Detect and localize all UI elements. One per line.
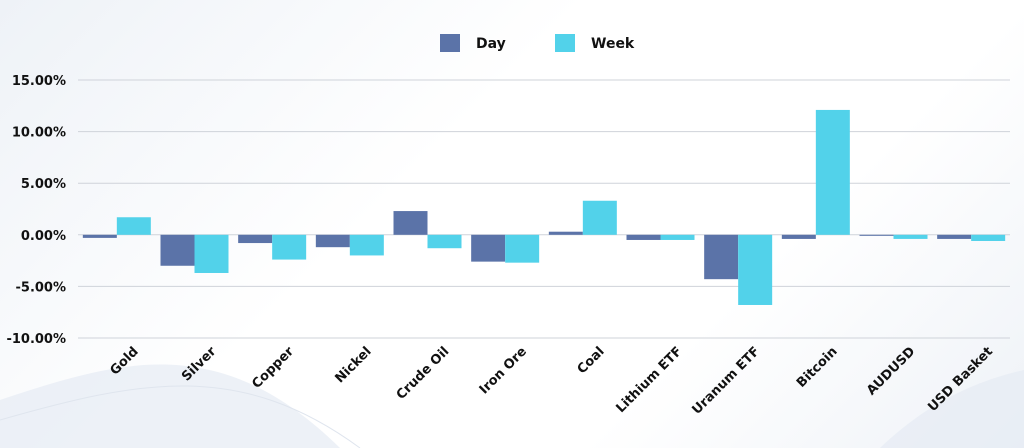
bar-week-uranum-etf [738,234,773,305]
bar-day-uranum-etf [704,234,739,280]
bar-day-nickel [315,234,350,248]
category-label: Uranum ETF [689,344,763,418]
bar-day-silver [160,234,195,266]
legend-label-week: Week [591,36,635,52]
legend: Day Week [440,34,635,52]
bar-day-gold [82,234,117,238]
bar-week-usd-basket [971,234,1006,241]
category-label: AUDUSD [864,344,918,398]
background-swoosh [0,364,1024,448]
y-tick-label: 15.00% [12,74,66,89]
category-label: Iron Ore [477,344,530,397]
category-label: Copper [249,344,297,392]
bar-week-coal [582,200,617,235]
bar-week-gold [116,217,151,235]
y-tick-label: 10.00% [12,126,66,141]
bar-week-audusd [893,234,928,239]
bar-week-iron-ore [505,234,540,263]
y-tick-label: -10.00% [6,332,66,347]
y-axis-ticks: 15.00% 10.00% 5.00% 0.00% -5.00% -10.00% [6,74,66,347]
category-label: Coal [575,344,608,377]
bar-day-copper [238,234,273,244]
bar-week-nickel [349,234,384,256]
legend-swatch-day [440,34,460,52]
category-label: Lithium ETF [613,344,685,416]
bar-week-copper [272,234,307,260]
y-tick-label: 0.00% [21,229,66,244]
bar-day-crude-oil [393,211,428,235]
bar-day-audusd [859,234,894,236]
bar-week-lithium-etf [660,234,695,240]
bar-day-bitcoin [781,234,816,239]
category-label: Crude Oil [394,344,453,403]
category-label: Nickel [333,344,375,386]
category-label: Bitcoin [794,344,841,391]
bar-week-crude-oil [427,234,462,249]
bar-week-bitcoin [815,109,850,235]
bar-day-usd-basket [937,234,972,239]
bar-day-iron-ore [471,234,506,262]
bar-week-silver [194,234,229,273]
grid-lines [78,79,1010,339]
bars [82,109,1006,305]
legend-label-day: Day [476,36,506,52]
y-tick-label: -5.00% [16,280,67,295]
y-tick-label: 5.00% [21,177,66,192]
bar-day-coal [548,231,583,235]
bar-day-lithium-etf [626,234,661,240]
legend-swatch-week [555,34,575,52]
